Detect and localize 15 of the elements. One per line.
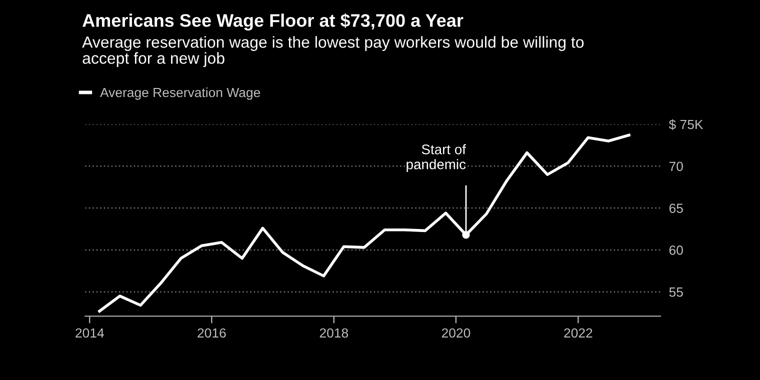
legend-label: Average Reservation Wage: [100, 87, 260, 100]
x-tick-label: 2016: [198, 328, 226, 338]
y-tick-label: 65: [669, 204, 683, 213]
y-tick-label: 70: [669, 162, 683, 172]
annotation: Start of pandemic: [406, 144, 466, 172]
y-tick-label: 60: [669, 246, 683, 255]
y-tick-label: $ 75K: [668, 119, 704, 130]
x-tick-label: 2020: [442, 328, 470, 338]
x-tick-label: 2018: [320, 328, 348, 338]
y-tick-label: 55: [669, 288, 683, 297]
x-tick-label: 2014: [76, 328, 104, 338]
chart-subtitle: Average reservation wage is the lowest pay workers would be willing to accept for a new job: [82, 36, 584, 68]
chart-title: Americans See Wage Floor at $73,700 a Year: [82, 13, 464, 31]
line-series: [98, 134, 630, 313]
x-tick-label: 2022: [564, 328, 592, 338]
